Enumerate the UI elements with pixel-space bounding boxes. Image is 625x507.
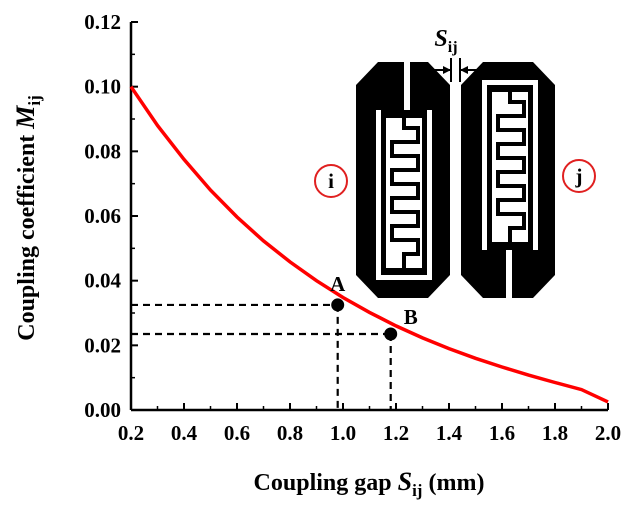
point-b — [384, 327, 398, 341]
resonator-inset: Sij i j — [314, 26, 596, 298]
point-a — [331, 298, 345, 312]
y-tick-label: 0.00 — [84, 398, 121, 422]
y-tick-label: 0.04 — [84, 269, 121, 293]
gap-label: Sij — [434, 26, 457, 56]
y-ticks: 0.00 0.02 0.04 0.06 0.08 0.10 0.12 — [84, 10, 138, 422]
y-tick-label: 0.06 — [84, 204, 121, 228]
coupling-curve — [129, 85, 609, 404]
guide-lines — [131, 303, 392, 410]
x-tick-label: 0.2 — [118, 421, 144, 445]
x-tick-label: 2.0 — [595, 421, 621, 445]
y-axis-title: Coupling coefficient Mij — [11, 95, 44, 341]
y-tick-label: 0.02 — [84, 333, 121, 357]
x-tick-label: 1.2 — [383, 421, 409, 445]
x-tick-label: 0.6 — [224, 421, 250, 445]
resonator-i — [356, 62, 450, 298]
x-tick-label: 1.0 — [330, 421, 356, 445]
gap-marker: Sij — [432, 26, 479, 82]
y-tick-label: 0.12 — [84, 10, 121, 34]
label-j: j — [562, 159, 596, 193]
x-axis-title: Coupling gap Sij (mm) — [254, 467, 485, 500]
x-tick-label: 0.8 — [277, 421, 303, 445]
label-i: i — [314, 164, 348, 198]
label-i-text: i — [328, 169, 334, 193]
point-label-a: A — [330, 272, 346, 296]
x-tick-label: 0.4 — [171, 421, 198, 445]
x-ticks: 0.2 0.4 0.6 0.8 1.0 1.2 1.4 1.6 1.8 2.0 — [118, 403, 621, 445]
x-tick-label: 1.8 — [542, 421, 568, 445]
y-tick-label: 0.08 — [84, 139, 121, 163]
resonator-j — [461, 62, 555, 298]
marked-points: AB — [330, 272, 418, 341]
y-tick-label: 0.10 — [84, 75, 121, 99]
x-tick-label: 1.6 — [489, 421, 515, 445]
point-label-b: B — [404, 305, 418, 329]
label-j-text: j — [575, 164, 583, 188]
x-tick-label: 1.4 — [436, 421, 463, 445]
